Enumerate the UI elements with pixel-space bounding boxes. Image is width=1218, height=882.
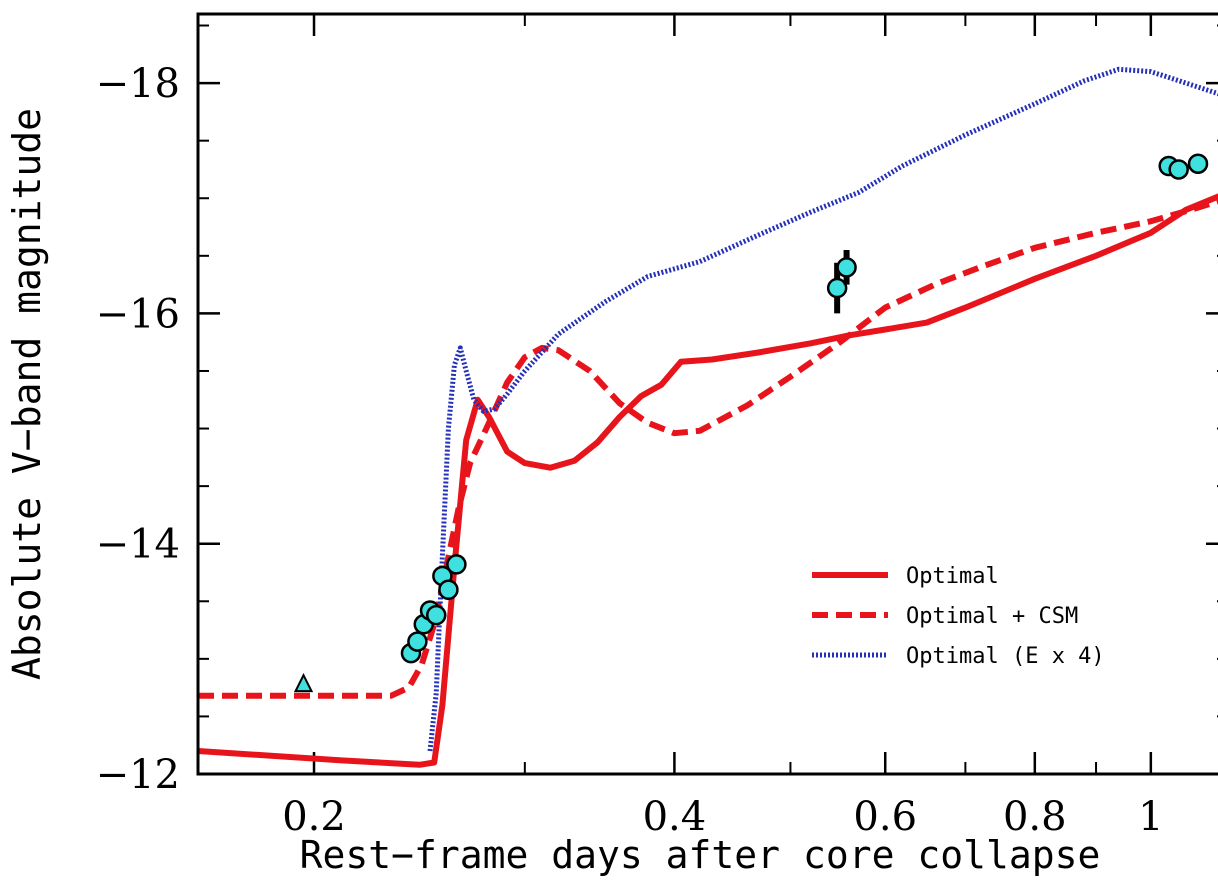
plot-frame [196,12,1218,776]
y-tick-label: −16 [96,291,180,337]
series-line-1 [198,193,1218,768]
legend-label-2: Optimal + CSM [906,604,1078,629]
x-tick-label: 0.6 [853,794,917,840]
series-line-2 [198,198,1218,699]
axis-ticks [198,14,1218,776]
x-tick-label: 0.8 [1003,794,1067,840]
x-tick-label: 0.2 [282,794,346,840]
data-point [1168,159,1189,180]
x-axis-label: Rest−frame days after core collapse [300,833,1101,877]
legend-label-1: Optimal [906,564,999,589]
tick-labels: 0.2 0.4 0.6 0.8 1 −12 −14 −16 −18 [96,61,1164,840]
legend-label-3: Optimal (E x 4) [906,644,1105,669]
y-tick-label: −12 [96,752,180,798]
data-point [407,631,428,652]
y-tick-label: −18 [96,61,180,107]
x-tick-label: 1 [1138,794,1163,840]
data-point [446,554,467,575]
data-point [1187,153,1209,174]
series-line-3 [427,66,1218,752]
data-point [425,604,447,626]
y-axis-label: Absolute V−band magnitude [5,108,49,680]
x-tick-label: 0.4 [643,794,707,840]
legend: Optimal Optimal + CSM Optimal (E x 4) [812,564,1105,669]
data-point [836,257,857,278]
upper-limit-marker [293,672,314,693]
observations [293,153,1209,693]
y-tick-label: −14 [96,522,180,568]
data-point [438,579,459,601]
data-point [826,277,848,299]
